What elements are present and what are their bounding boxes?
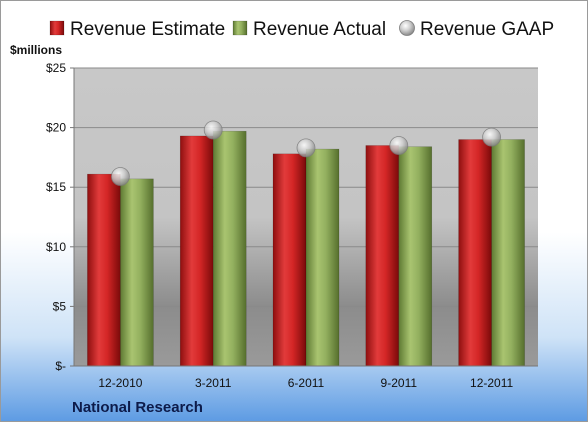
y-tick-label: $5 [53,299,67,313]
x-tick-label: 12-2011 [470,376,513,390]
marker-revenue-gaap [111,167,130,186]
bar-revenue-estimate [179,135,214,367]
company-name: National Research [72,399,203,416]
x-tick-label: 3-2011 [195,376,232,390]
bar-revenue-estimate [87,173,121,367]
y-axis-ticks: $- $5 $10 $15 $20 $25 [46,61,74,373]
x-tick-label: 9-2011 [381,376,418,390]
bar-revenue-estimate [458,139,492,367]
y-tick-label: $15 [46,180,66,194]
legend-label: Revenue GAAP [420,19,554,40]
x-axis-ticks: 12-2010 3-2011 6-2011 9-2011 12-2011 [98,376,513,390]
y-tick-label: $10 [46,240,66,254]
y-tick-label: $20 [46,121,66,135]
legend-label: Revenue Estimate [70,19,225,40]
legend: Revenue Estimate Revenue Actual Revenue GA… [49,19,554,40]
bars [87,130,525,367]
bar-revenue-actual [491,139,525,367]
legend-swatch [49,20,65,36]
marker-revenue-gaap [482,127,502,147]
legend-swatch [232,20,248,36]
marker-revenue-gaap [296,138,316,158]
marker-revenue-gaap [203,120,223,140]
bar-revenue-actual [398,146,433,367]
x-tick-label: 6-2011 [288,376,325,390]
y-tick-label: $- [55,359,66,373]
legend-swatch [399,20,415,36]
x-tick-label: 12-2010 [98,376,142,390]
y-axis-unit-label: $millions [10,43,62,57]
bar-revenue-actual [305,148,340,367]
y-tick-label: $25 [46,61,66,75]
bar-revenue-actual [212,130,247,367]
bar-revenue-estimate [365,145,400,367]
marker-revenue-gaap [389,136,409,155]
gaap-markers [111,120,502,186]
bar-revenue-estimate [272,153,307,367]
legend-label: Revenue Actual [253,19,386,40]
bar-revenue-actual [120,178,154,367]
